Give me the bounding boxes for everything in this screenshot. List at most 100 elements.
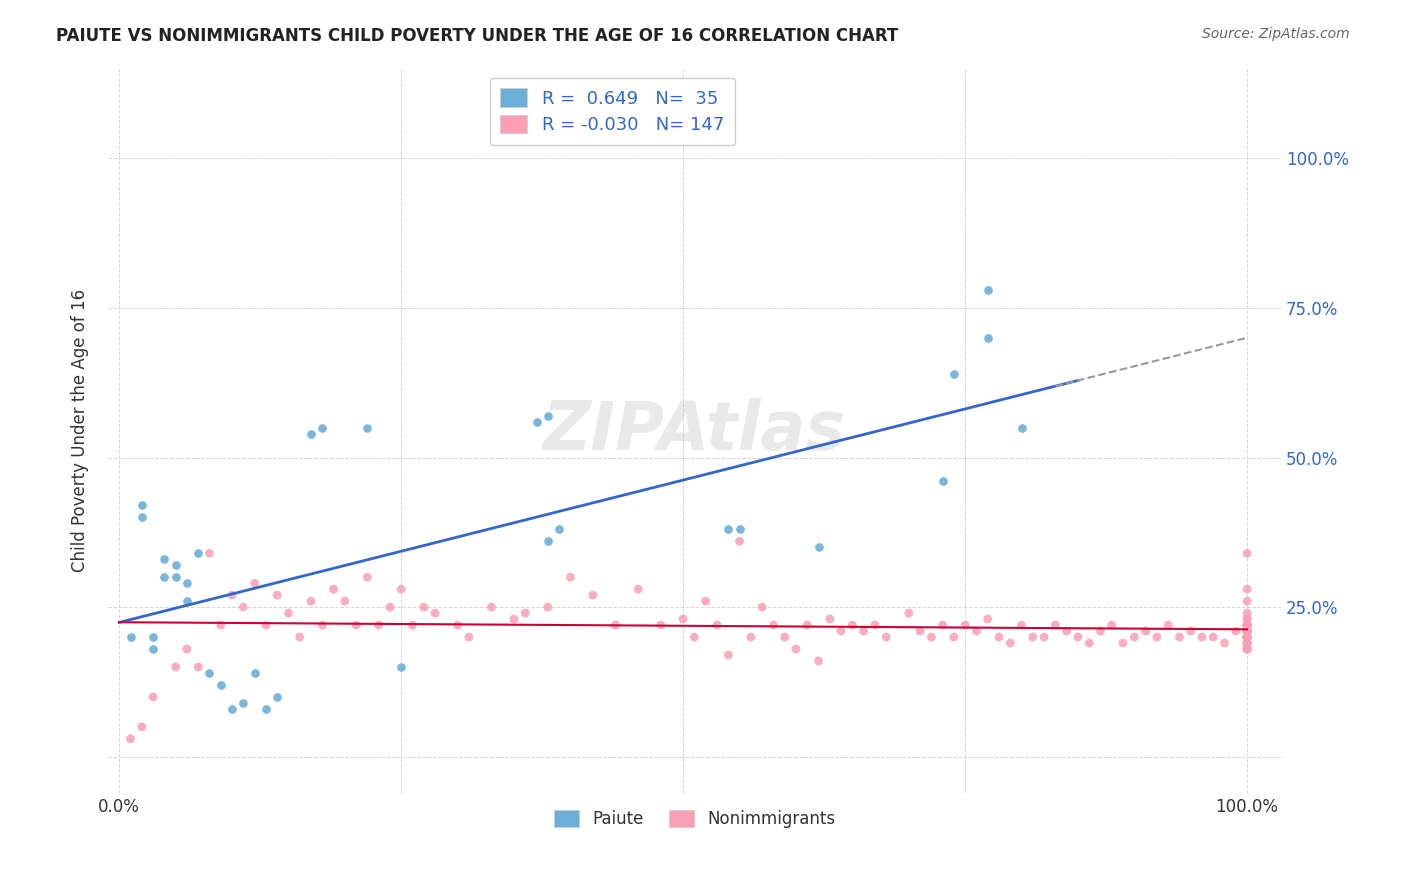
Point: [412, 600, 434, 615]
Point: [378, 600, 401, 615]
Point: [1236, 624, 1258, 638]
Point: [1236, 630, 1258, 644]
Point: [728, 522, 751, 536]
Point: [209, 618, 232, 632]
Point: [582, 588, 605, 602]
Point: [311, 420, 333, 434]
Point: [977, 283, 1000, 297]
Point: [1236, 630, 1258, 644]
Point: [254, 702, 277, 716]
Point: [1236, 624, 1258, 638]
Point: [142, 630, 165, 644]
Point: [1236, 624, 1258, 638]
Point: [1225, 624, 1247, 638]
Point: [875, 630, 897, 644]
Point: [1236, 618, 1258, 632]
Point: [762, 618, 785, 632]
Point: [1236, 624, 1258, 638]
Point: [1067, 630, 1090, 644]
Point: [165, 558, 187, 573]
Point: [142, 690, 165, 704]
Point: [1056, 624, 1078, 638]
Point: [1236, 630, 1258, 644]
Point: [1236, 624, 1258, 638]
Point: [785, 642, 807, 657]
Point: [1236, 594, 1258, 608]
Point: [1236, 618, 1258, 632]
Point: [560, 570, 582, 584]
Point: [1180, 624, 1202, 638]
Point: [254, 618, 277, 632]
Point: [717, 522, 740, 536]
Point: [1236, 618, 1258, 632]
Point: [908, 624, 931, 638]
Point: [120, 731, 142, 746]
Point: [537, 600, 560, 615]
Point: [131, 510, 153, 524]
Point: [198, 665, 221, 680]
Point: [1236, 612, 1258, 626]
Point: [232, 696, 254, 710]
Point: [389, 582, 412, 597]
Point: [1236, 618, 1258, 632]
Point: [1236, 618, 1258, 632]
Point: [153, 552, 176, 566]
Point: [1236, 636, 1258, 650]
Point: [503, 612, 526, 626]
Point: [176, 642, 198, 657]
Point: [1236, 618, 1258, 632]
Point: [1000, 636, 1022, 650]
Point: [650, 618, 672, 632]
Point: [458, 630, 481, 644]
Point: [299, 594, 322, 608]
Point: [807, 654, 830, 668]
Point: [1236, 642, 1258, 657]
Point: [1236, 624, 1258, 638]
Point: [187, 546, 209, 560]
Point: [1011, 618, 1033, 632]
Point: [165, 570, 187, 584]
Point: [266, 690, 288, 704]
Point: [977, 331, 1000, 345]
Point: [672, 612, 695, 626]
Point: [481, 600, 503, 615]
Point: [526, 415, 548, 429]
Point: [1236, 624, 1258, 638]
Point: [706, 618, 728, 632]
Text: ZIPAtlas: ZIPAtlas: [543, 398, 846, 464]
Point: [356, 570, 378, 584]
Point: [1236, 582, 1258, 597]
Point: [1202, 630, 1225, 644]
Point: [988, 630, 1011, 644]
Point: [1236, 618, 1258, 632]
Point: [153, 570, 176, 584]
Point: [1213, 636, 1236, 650]
Point: [1236, 624, 1258, 638]
Point: [344, 618, 367, 632]
Point: [1022, 630, 1045, 644]
Point: [1236, 618, 1258, 632]
Point: [1236, 630, 1258, 644]
Point: [131, 499, 153, 513]
Point: [176, 594, 198, 608]
Point: [818, 612, 841, 626]
Point: [1236, 618, 1258, 632]
Point: [176, 576, 198, 591]
Point: [1236, 618, 1258, 632]
Point: [1236, 636, 1258, 650]
Point: [1236, 630, 1258, 644]
Point: [1236, 624, 1258, 638]
Point: [1236, 630, 1258, 644]
Point: [942, 367, 965, 381]
Point: [131, 720, 153, 734]
Point: [1033, 630, 1056, 644]
Point: [446, 618, 468, 632]
Point: [1078, 636, 1101, 650]
Point: [120, 630, 142, 644]
Point: [1236, 618, 1258, 632]
Point: [1236, 636, 1258, 650]
Point: [1236, 642, 1258, 657]
Point: [965, 624, 987, 638]
Point: [1090, 624, 1112, 638]
Point: [515, 606, 537, 620]
